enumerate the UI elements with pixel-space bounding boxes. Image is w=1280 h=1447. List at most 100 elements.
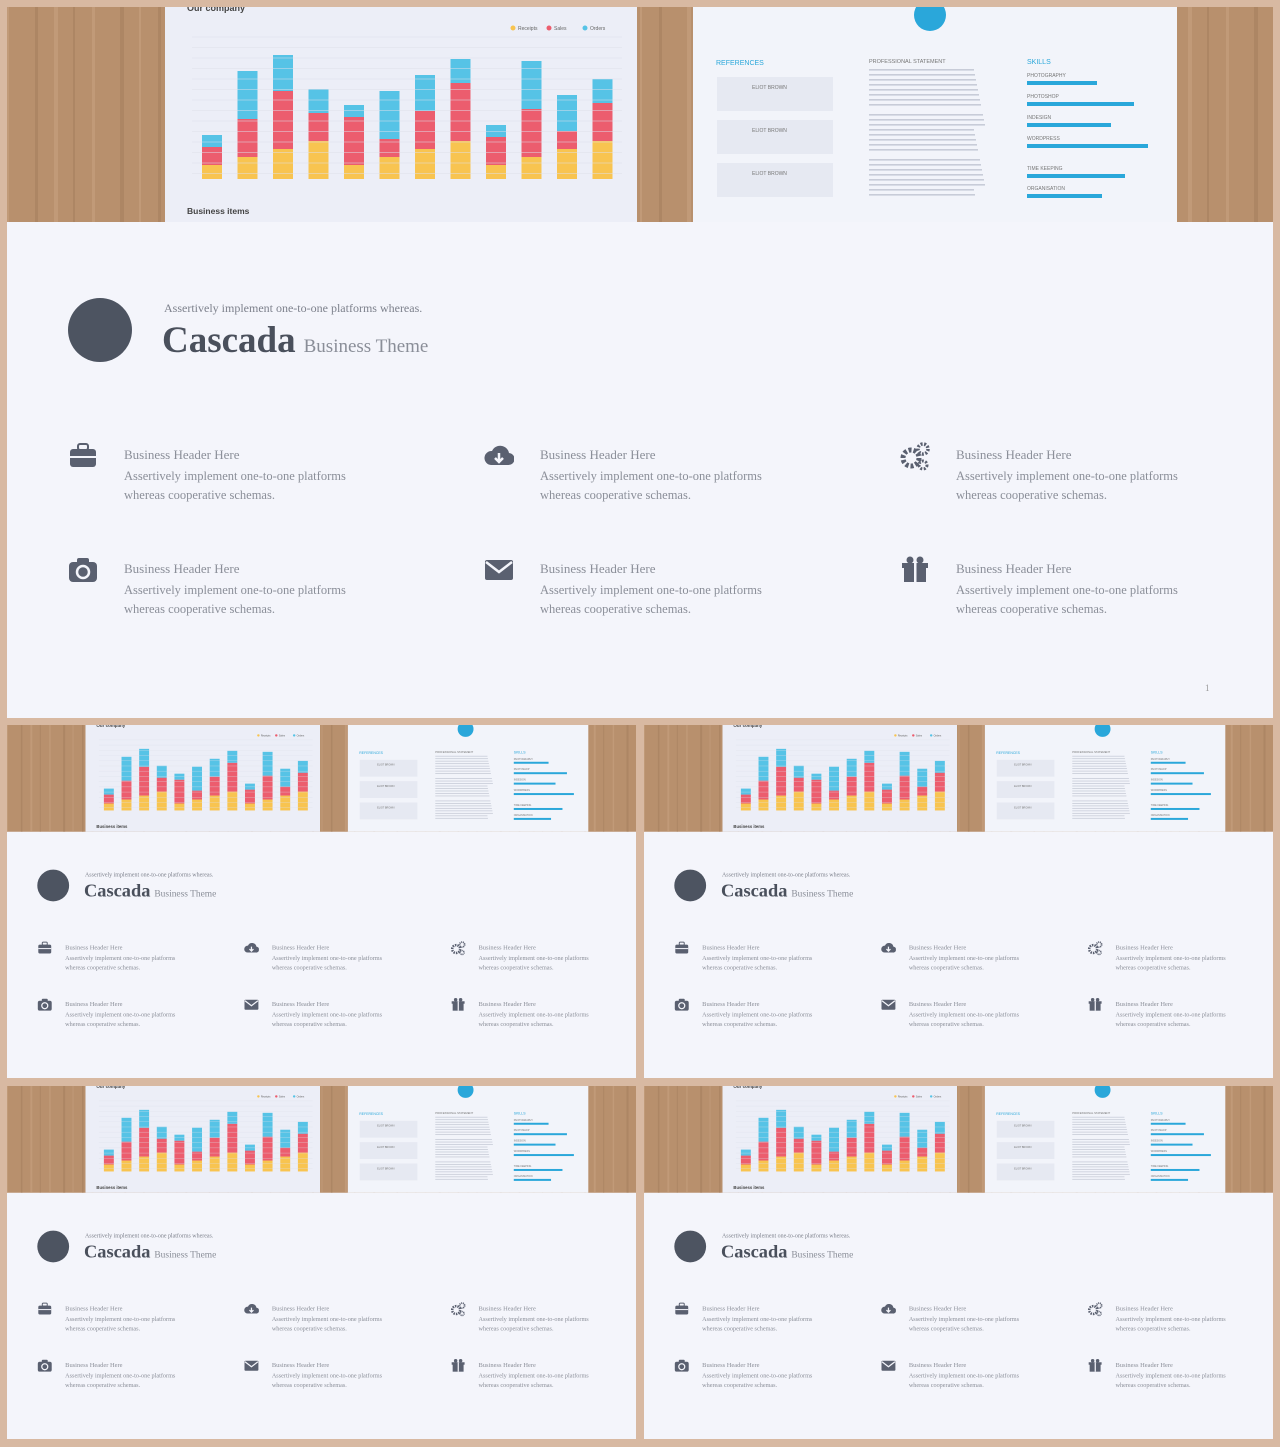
text-line [435,760,489,762]
photo-text: ELIOT BROWN [377,785,394,788]
title-main: Cascada [84,1241,151,1262]
photo-text: ELIOT BROWN [1014,785,1031,788]
photo-bar [280,1129,291,1148]
photo-text: PROFESSIONAL STATEMENT [869,59,946,65]
feature-text: Assertively implement one-to-one platfor… [908,1315,1020,1332]
photo-bar [121,756,132,781]
wood-grain [49,725,51,832]
photo-bar [557,149,577,179]
text-line [1072,788,1125,789]
text-line [435,1176,488,1178]
photo-bar [829,1151,840,1161]
slide-thumb: Our company Business items Receipts Sales Or… [7,1086,636,1439]
photo-bar [521,61,542,109]
icon-part [458,998,463,1002]
icon-part [450,943,462,955]
wood-grain [39,725,41,832]
text-line [435,1134,491,1135]
photo-bar [811,779,822,804]
text-line [1072,1178,1125,1180]
feature-text: Assertively implement one-to-one platfor… [1115,1011,1226,1028]
text-line [1072,1151,1126,1153]
wood-grain [981,1086,984,1193]
skill-bar [1150,1122,1186,1125]
wood-grain [981,725,984,832]
text-line [435,765,490,767]
text-line [1072,1134,1128,1135]
feature-icon [881,943,896,953]
photo-bar [280,786,291,796]
feature: Business Header Here Assertively implemen… [900,442,1226,505]
photo-bar [846,1119,857,1138]
photo-text: Our company [733,725,762,728]
wood-grain [120,7,124,222]
slide: Our company Business items Receipts Sales Or… [7,7,1273,718]
icon-part [675,1309,689,1311]
text-line [1072,765,1127,767]
photo-bar [521,109,542,157]
photo-bar [793,1152,804,1172]
photo-bar [192,1160,203,1172]
text-line [435,1119,488,1121]
logo-circle [674,1230,707,1263]
photo-text: PHOTOGRAPHY [514,1119,534,1122]
photo-text: Our company [733,1086,762,1089]
feature-icon [1088,998,1102,1011]
photo-bar [174,779,185,804]
skill-bar [1150,1168,1200,1171]
photo-bar [758,1160,769,1172]
text-line [1072,815,1125,817]
text-line [869,174,983,176]
feature-text: Assertively implement one-to-one platfor… [124,583,346,616]
photo-bar [297,772,308,792]
wood-grain [644,1086,645,1193]
title-suffix: Business Theme [791,888,854,899]
photo-text: WORDPRESS [1151,1150,1168,1153]
slide-thumb: Our company Business items Receipts Sales Or… [644,725,1273,1078]
text-line [869,99,980,101]
wood-grain [49,1086,51,1193]
legend-dot [546,25,552,31]
text-line [1072,1164,1128,1165]
text-line [869,134,975,136]
icon-part [916,442,930,456]
wood-grain [1263,1086,1266,1193]
feature-text: Assertively implement one-to-one platfor… [702,954,813,971]
wood-grain [958,725,960,832]
ref-box [996,759,1055,777]
icon-part [457,1001,459,1011]
skill-bar [1027,102,1134,106]
photo-text: PHOTOSHOP [1151,1129,1167,1132]
photo-bar [244,1164,255,1172]
photo-bar [846,776,857,796]
ref-box [996,1142,1055,1160]
wood-grain [30,725,33,832]
photo-bar [156,1126,167,1139]
icon-part [41,1363,49,1371]
photo-bar [829,1127,840,1152]
title: Cascada Business Theme [162,319,428,362]
wood-grain [1226,7,1229,222]
text-line [1072,1154,1126,1155]
feature-text: Assertively implement one-to-one platfor… [271,1372,383,1389]
photo-bar [846,1156,857,1172]
photo-bar [156,791,167,811]
icon-part [494,453,504,464]
photo-text: Receipts [261,734,271,737]
wood-grain [667,725,670,832]
photo-bar [899,1136,910,1161]
feature-icon [37,998,52,1011]
text-line [1072,770,1128,772]
feature-header: Business Header Here [956,447,1072,462]
legend-dot [929,1095,933,1098]
wood-grain [659,7,662,222]
icon-part [886,1307,891,1313]
wood-grain [686,725,688,832]
photo-bar [415,75,435,111]
photo-bar [262,1136,273,1161]
photo-bar [829,1160,840,1172]
feature: Business Header Here Assertively implemen… [1087,941,1250,973]
text-line [435,800,491,802]
photo-bar [139,795,150,811]
photo-bar [121,799,132,811]
